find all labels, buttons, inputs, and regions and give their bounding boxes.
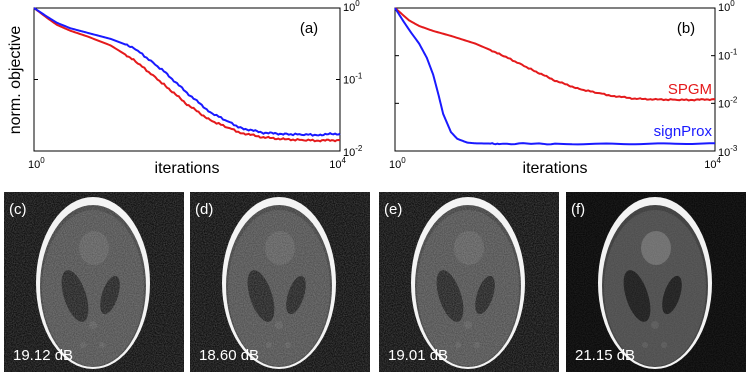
image-noise <box>379 192 559 372</box>
chart-b: 100 10-1 10-2 10-3 100 104 (b) iterations SPG… <box>389 0 738 177</box>
chart-a-frame <box>33 7 341 152</box>
chart-a-ticks: 100 10-1 10-2 100 104 <box>28 0 363 171</box>
chart-b-xlabel: iterations <box>523 160 588 177</box>
image-tag-1: (d) <box>195 201 213 218</box>
chart-b-ytick-label-1: 10-1 <box>718 48 738 63</box>
chart-a-ytick-label-2: 10-2 <box>343 144 363 159</box>
chart-a-xlabel: iterations <box>155 160 220 177</box>
chart-a-ylabel: norm. objective <box>7 26 24 135</box>
legend-spgm: SPGM <box>668 81 712 98</box>
legend-signprox: signProx <box>654 123 713 140</box>
image-snr-2: 19.01 dB <box>388 347 448 364</box>
chart-b-series-line-1 <box>394 7 716 146</box>
chart-a-panel-tag: (a) <box>300 20 318 37</box>
chart-b-xtick-label-0: 100 <box>389 156 406 171</box>
chart-b-ticks: 100 10-1 10-2 10-3 100 104 <box>389 0 738 171</box>
image-snr-1: 18.60 dB <box>199 347 259 364</box>
chart-b-ytick-label-3: 10-3 <box>718 144 738 159</box>
image-noise <box>4 192 184 372</box>
reconstruction-image-1: (d) 18.60 dB <box>190 192 370 372</box>
chart-b-frame <box>394 7 716 152</box>
chart-b-ytick-label-0: 100 <box>718 0 735 14</box>
chart-a-ytick-label-1: 10-1 <box>343 72 363 87</box>
chart-a-series-line-1 <box>33 7 341 137</box>
image-tag-0: (c) <box>9 201 27 218</box>
chart-b-panel-tag: (b) <box>677 20 695 37</box>
chart-a-lines <box>33 7 341 143</box>
chart-b-ytick-label-2: 10-2 <box>718 95 738 110</box>
image-noise <box>190 192 370 372</box>
chart-a-xtick-label-0: 100 <box>28 156 45 171</box>
chart-a-xtick-label-1: 104 <box>329 156 346 171</box>
image-snr-3: 21.15 dB <box>575 347 635 364</box>
chart-b-lines <box>394 7 716 146</box>
image-row: (c) 19.12 dB (d) 18.60 dB (e) 19.01 dB (f) 21.1… <box>4 192 746 372</box>
reconstruction-image-2: (e) 19.01 dB <box>379 192 559 372</box>
reconstruction-image-0: (c) 19.12 dB <box>4 192 184 372</box>
chart-b-xtick-label-1: 104 <box>704 156 721 171</box>
reconstruction-image-3: (f) 21.15 dB <box>566 192 746 372</box>
image-snr-0: 19.12 dB <box>13 347 73 364</box>
chart-a-ytick-label-0: 100 <box>343 0 360 14</box>
chart-a: 100 10-1 10-2 100 104 (a) iterations norm. o… <box>7 0 363 177</box>
image-tag-2: (e) <box>384 201 402 218</box>
chart-a-series-line-0 <box>33 7 341 143</box>
image-noise <box>566 192 746 372</box>
chart-b-series-line-0 <box>394 7 716 102</box>
image-tag-3: (f) <box>571 201 585 218</box>
